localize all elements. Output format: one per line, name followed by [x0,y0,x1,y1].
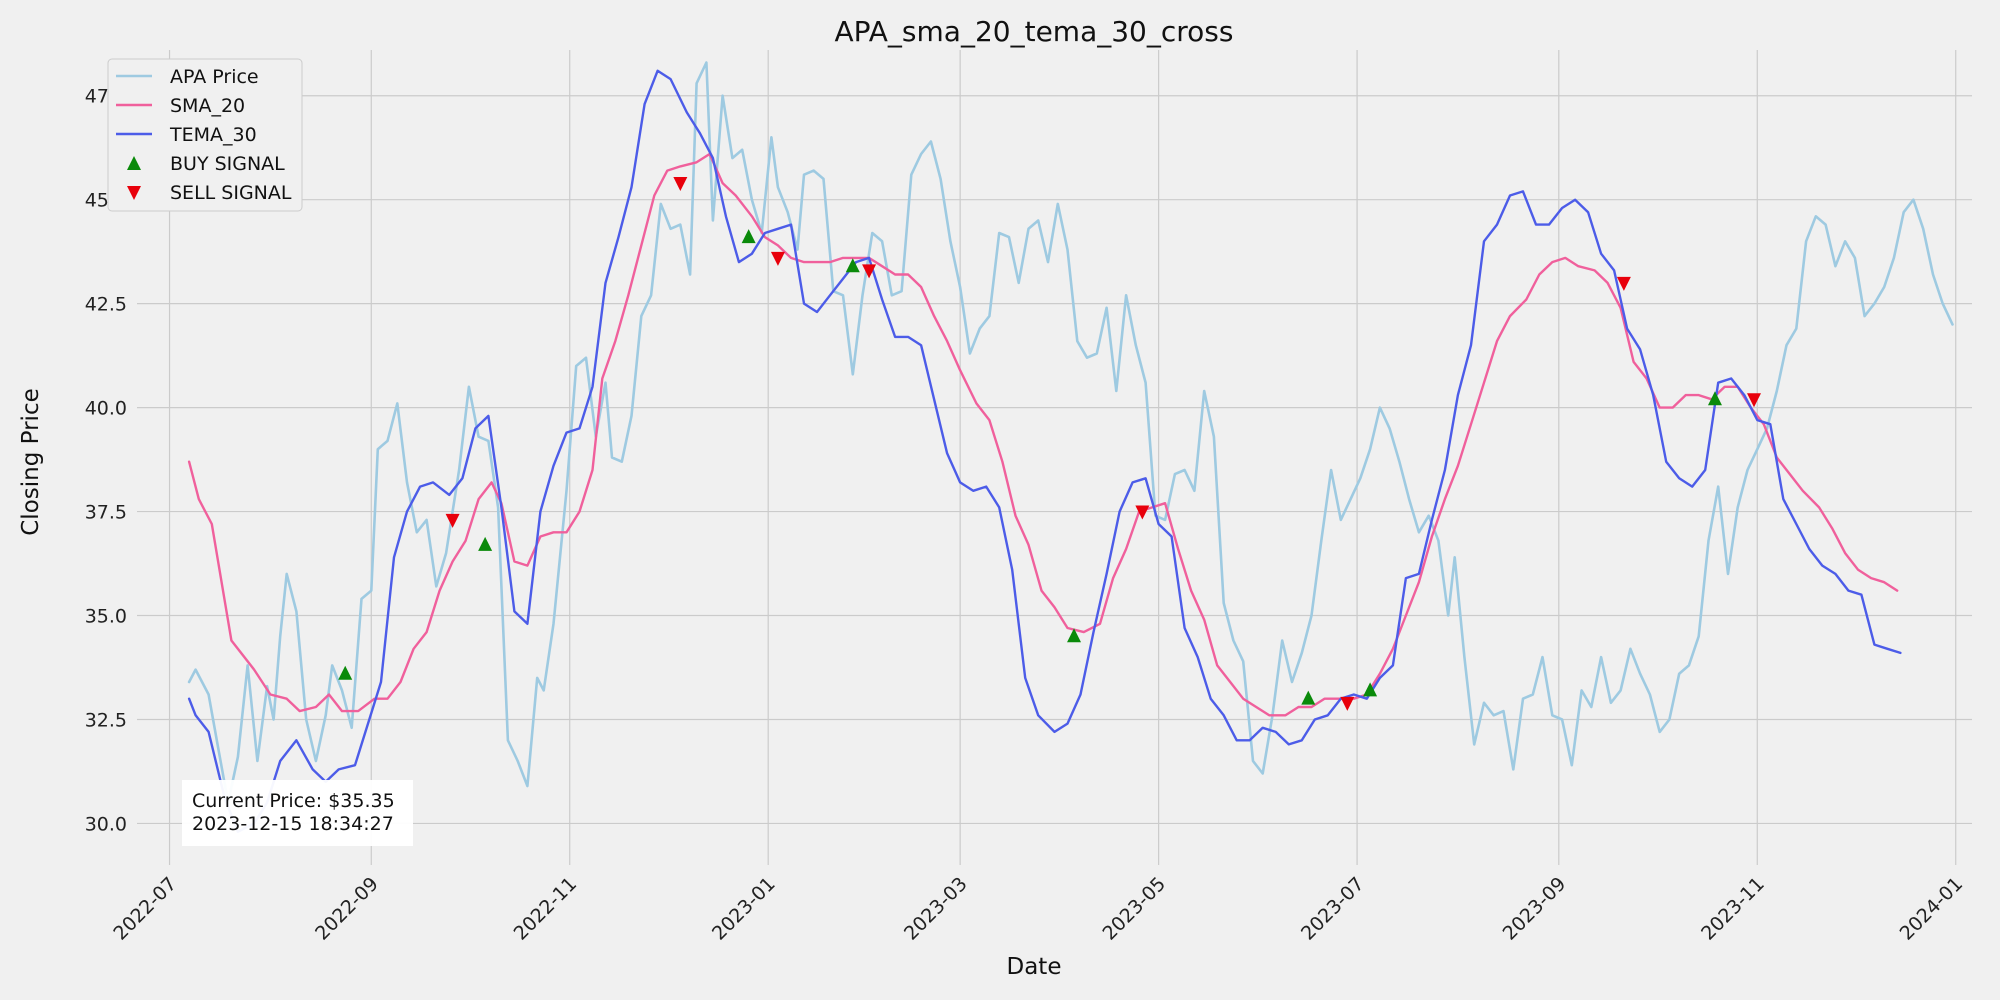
signal-layer [338,177,1762,711]
current-price-box: Current Price: $35.35 2023-12-15 18:34:2… [182,780,413,846]
sell-signal-marker [673,177,688,192]
x-axis-label: Date [1007,954,1062,980]
y-tick-label: 32.5 [85,709,127,731]
plot-area [137,50,1972,865]
y-tick-label: 35.0 [85,606,127,628]
y-tick-label: 40.0 [85,398,127,420]
legend-label-buy-signal: BUY SIGNAL [170,153,285,175]
y-tick-label: 37.5 [85,502,127,524]
sell-signal-marker [445,513,460,528]
legend-label-sma-20: SMA_20 [170,95,245,117]
buy-signal-marker [1363,682,1378,697]
buy-signal-marker [478,536,493,551]
series-line-apa-price [187,61,1954,804]
current-price-box-background [182,780,413,846]
series-line-tema-30 [187,69,1902,833]
legend: APA Price SMA_20 TEMA_30 BUY SIGNAL SELL… [107,58,303,212]
sell-signal-marker [1747,393,1762,408]
legend-box [107,58,303,212]
series-layer [187,61,1954,833]
buy-signal-marker [1067,628,1082,643]
y-tick-label: 30.0 [85,813,127,835]
buy-signal-marker [845,258,860,273]
sell-signal-marker [1135,505,1150,520]
sell-signal-marker [862,264,877,279]
sell-signal-marker [1340,696,1355,711]
legend-label-apa-price: APA Price [170,66,259,88]
buy-signal-marker [741,229,756,244]
series-line-sma-20 [187,152,1899,717]
y-axis-label: Closing Price [18,388,44,536]
legend-label-tema-30: TEMA_30 [169,124,257,146]
chart-title: APA_sma_20_tema_30_cross [835,15,1234,48]
buy-signal-marker [1301,690,1316,705]
buy-signal-marker [338,665,353,680]
current-price-text: Current Price: $35.35 [192,790,395,812]
current-price-timestamp: 2023-12-15 18:34:27 [192,813,394,835]
buy-signal-marker [1707,391,1722,406]
sell-signal-marker [1616,276,1631,291]
legend-label-sell-signal: SELL SIGNAL [170,182,292,204]
y-tick-label: 42.5 [85,294,127,316]
legend-buy-marker [127,156,141,170]
legend-sell-marker [127,186,141,200]
sell-signal-marker [770,251,785,266]
